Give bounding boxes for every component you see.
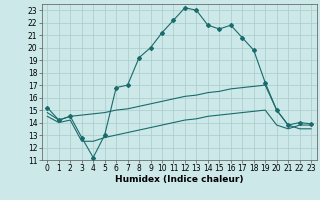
X-axis label: Humidex (Indice chaleur): Humidex (Indice chaleur): [115, 175, 244, 184]
